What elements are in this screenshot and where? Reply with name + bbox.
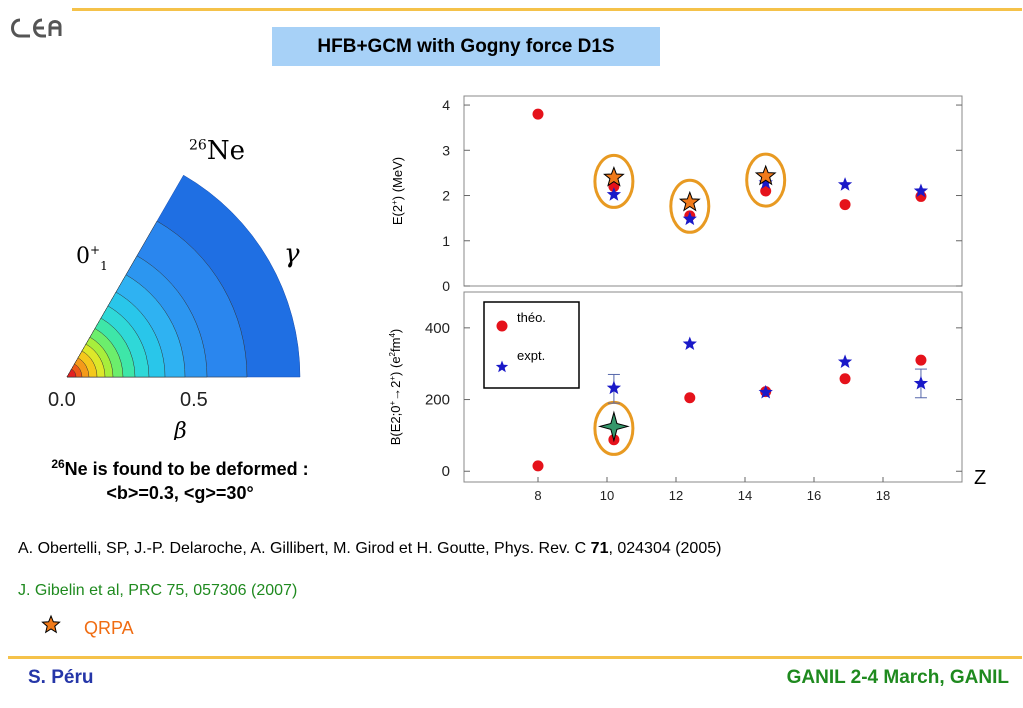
x-tick-label: 10 [600, 488, 614, 503]
theory-point [839, 373, 851, 385]
y-tick-label: 400 [425, 320, 450, 337]
x-tick-label: 16 [807, 488, 821, 503]
expt-point [758, 175, 773, 189]
x-tick-label: 12 [669, 488, 683, 503]
legend-expt-marker [495, 360, 509, 373]
plot-frame [463, 95, 963, 287]
footer-rule [8, 656, 1022, 659]
caption-mass: 26 [51, 457, 65, 471]
expt-point [913, 375, 929, 390]
pes-contour [66, 368, 77, 378]
y-axis-label: E(2+) (MeV) [390, 157, 405, 225]
nucleus-label: 26Ne [189, 136, 245, 166]
highlight-ellipse [745, 152, 787, 208]
header-rule [72, 8, 1022, 11]
legend-box [483, 301, 580, 389]
legend-theory-marker [496, 320, 508, 332]
y-tick-label: 3 [442, 142, 450, 158]
x-axis-label: Z [974, 467, 986, 489]
theory-point [839, 199, 851, 211]
x-tick-label: 18 [876, 488, 890, 503]
x-tick-label: 14 [738, 488, 752, 503]
theory-point [532, 460, 544, 472]
mass-number: 26 [189, 137, 207, 154]
theory-point [684, 392, 696, 404]
y-tick-label: 200 [425, 392, 450, 409]
expt-point [837, 354, 853, 368]
theory-point [532, 108, 544, 120]
state-label: 0+1 [76, 243, 108, 273]
nucleus-symbol: Ne [206, 136, 245, 166]
potential-energy-surface: 0+1 γ 0.0 0.5 β [48, 174, 301, 440]
expt-point [913, 183, 929, 198]
expt-point [606, 380, 622, 395]
caption-line1: 26Ne is found to be deformed : [51, 457, 309, 479]
beta-tick-1: 0.5 [180, 389, 208, 411]
expt-point [682, 336, 697, 351]
beta-axis-label: β [173, 419, 187, 440]
expt-point [682, 211, 697, 226]
y-tick-label: 2 [442, 188, 450, 204]
conference: GANIL 2-4 March, GANIL [786, 667, 1009, 688]
gamma-axis-label: γ [284, 239, 300, 269]
special-point [597, 410, 630, 443]
qrpa-star-icon [41, 614, 61, 634]
cea-logo [11, 18, 62, 38]
beta-tick-0: 0.0 [48, 389, 76, 411]
y-tick-label: 1 [442, 233, 450, 249]
legend-expt-label: expt. [517, 348, 545, 363]
qrpa-point [678, 190, 701, 212]
reference-1: A. Obertelli, SP, J.-P. Delaroche, A. Gi… [18, 540, 722, 557]
x-tick-label: 8 [534, 488, 541, 503]
theory-point [915, 354, 927, 366]
y-axis-label: B(E2;0+→2+) (e2fm4) [388, 329, 403, 446]
y-tick-label: 4 [442, 97, 450, 113]
legend-theory-label: théo. [517, 310, 546, 325]
qrpa-point [754, 164, 777, 186]
expt-point [837, 177, 853, 191]
highlight-ellipse [593, 153, 635, 209]
expt-point [758, 384, 773, 399]
qrpa-label: QRPA [84, 618, 134, 638]
author: S. Péru [28, 667, 94, 688]
y-tick-label: 0 [442, 278, 450, 294]
y-tick-label: 0 [442, 463, 450, 480]
caption-line2: <b>=0.3, <g>=30° [106, 483, 254, 503]
deformation-caption: 26Ne is found to be deformed : <b>=0.3, … [0, 452, 360, 505]
slide-title: HFB+GCM with Gogny force D1S [272, 27, 660, 66]
highlight-ellipse [669, 178, 711, 234]
plot-frame [463, 291, 963, 483]
theory-point [760, 185, 772, 197]
qrpa-point [603, 166, 625, 187]
reference-1-volume: 71 [590, 540, 609, 557]
expt-point [606, 187, 622, 201]
reference-2: J. Gibelin et al, PRC 75, 057306 (2007) [18, 582, 298, 599]
pes-contours [66, 174, 301, 378]
